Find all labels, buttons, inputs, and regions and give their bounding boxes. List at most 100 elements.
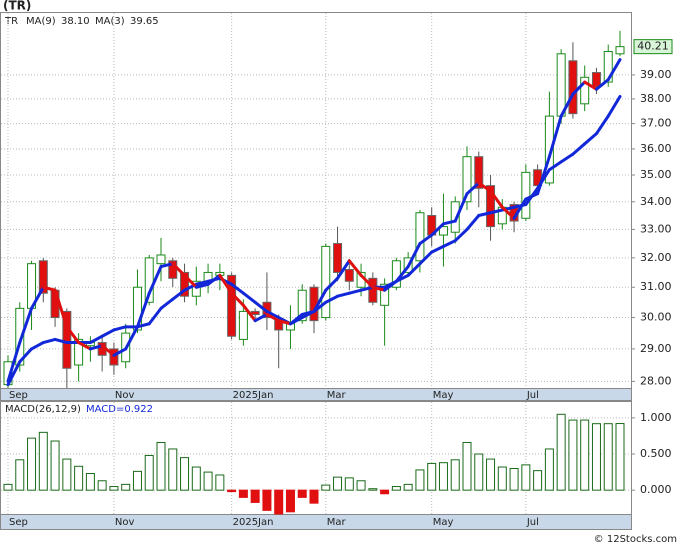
y-tick-label: 37.00: [640, 117, 672, 130]
macd-bar: [380, 489, 390, 495]
candle-body: [238, 310, 248, 340]
ma-segment: [359, 285, 375, 292]
macd-bar: [38, 431, 48, 491]
macd-bar: [474, 453, 484, 491]
ma-segment: [477, 211, 493, 218]
last-price-box: [633, 39, 673, 55]
legend: TR MA(9) 38.10 MA(3) 39.65: [4, 16, 159, 27]
ma-segment: [571, 142, 587, 156]
macd-bar: [238, 489, 248, 498]
ma-segment: [347, 288, 363, 295]
candle-body: [62, 310, 72, 369]
candle-body: [603, 50, 613, 83]
x-axis-strip: [0, 388, 632, 401]
macd-title: MACD(26,12,9): [5, 404, 81, 415]
ma-segment: [265, 312, 281, 323]
macd-bar: [50, 440, 60, 491]
macd-bar: [227, 489, 237, 493]
ma-segment: [194, 279, 210, 286]
y-tick-label: 38.00: [640, 92, 672, 105]
ma-segment: [300, 309, 316, 316]
candle-body: [297, 289, 307, 322]
x-axis-strip: [0, 514, 632, 530]
ma-segment: [500, 205, 516, 220]
ma-segment: [53, 288, 69, 329]
x-tick-label: 2025Jan: [233, 390, 274, 401]
macd-bar: [144, 454, 154, 491]
macd-bar: [309, 489, 319, 504]
candle-body: [486, 185, 496, 228]
macd-bar: [497, 466, 507, 491]
ma-segment: [30, 341, 45, 351]
ma-segment: [336, 259, 351, 280]
macd-bar: [462, 441, 472, 491]
macd-bar: [109, 486, 119, 491]
ma-segment: [477, 181, 493, 193]
last-price-label: 40.21: [637, 40, 669, 53]
macd-bar: [250, 489, 260, 503]
ma-segment: [547, 114, 563, 159]
ma-segment: [18, 347, 34, 364]
legend-name: MA(9): [26, 16, 56, 27]
candle-body: [250, 310, 260, 315]
macd-bar: [615, 423, 625, 491]
ma-segment: [41, 285, 57, 292]
ma-segment: [218, 273, 234, 295]
chart-title: (TR): [3, 0, 31, 13]
ma-segment: [112, 325, 128, 332]
x-tick-label: May: [433, 390, 454, 401]
ma-segment: [312, 288, 328, 313]
ma-segment: [183, 273, 198, 289]
legend-value: 38.10: [61, 16, 90, 27]
legend-symbol: TR: [4, 16, 18, 27]
y-tick-label: 0.000: [640, 483, 672, 496]
y-tick-label: 33.00: [640, 222, 672, 235]
candle-body: [450, 201, 460, 233]
ma-segment: [512, 197, 528, 220]
candle-body: [568, 60, 578, 115]
macd-bar: [438, 462, 448, 491]
ma-segment: [124, 325, 139, 351]
ma-segment: [100, 328, 116, 338]
footer: © 12Stocks.com: [594, 534, 677, 545]
macd-bar: [203, 471, 213, 491]
macd-bar: [97, 480, 107, 491]
macd-bar: [121, 483, 131, 491]
ma-segment: [430, 222, 445, 237]
ma-segment: [536, 155, 551, 196]
macd-bar: [391, 486, 401, 491]
ma-segment: [135, 322, 151, 329]
candle-body: [415, 212, 425, 262]
macd-bar: [591, 423, 601, 491]
ma-segment: [453, 192, 469, 223]
ma-segment: [253, 312, 269, 323]
macd-bar: [180, 457, 190, 491]
macd-bar: [415, 469, 425, 491]
ma-segment: [383, 279, 398, 292]
candle-body: [591, 72, 601, 88]
ma-segment: [65, 325, 81, 345]
ma-segment: [206, 273, 222, 286]
candle-body: [462, 156, 472, 203]
macd-bar: [544, 448, 554, 491]
macd-bar: [85, 473, 95, 491]
ma-segment: [441, 219, 457, 226]
ma-segment: [359, 273, 375, 289]
ma-segment: [489, 208, 504, 215]
ma-segment: [347, 259, 363, 277]
ma-segment: [241, 291, 257, 304]
macd-bar: [521, 464, 531, 491]
ma-segment: [253, 300, 269, 313]
ma-segment: [606, 95, 622, 118]
ma-segment: [430, 244, 445, 254]
ma-segment: [489, 189, 504, 209]
ma-segment: [406, 262, 422, 277]
macd-bar: [274, 489, 284, 515]
candle-body: [615, 46, 625, 55]
ma-segment: [547, 160, 563, 172]
macd-bar: [403, 483, 413, 491]
ma-segment: [41, 337, 57, 345]
x-tick-label: Jul: [526, 390, 539, 401]
candle-body: [38, 260, 48, 294]
